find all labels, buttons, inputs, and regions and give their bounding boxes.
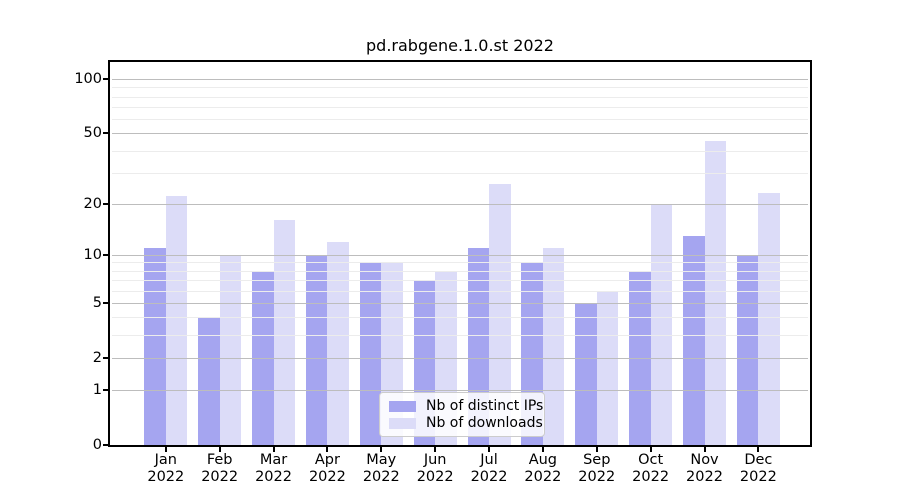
x-axis-tick-label-may: May 2022 [362,452,400,485]
x-axis-tick-apr [326,447,329,452]
major-gridline-50 [112,133,808,135]
bar-distinct-ips-feb [198,317,220,445]
x-axis-tick-jul [488,447,491,452]
x-axis-tick-label-feb: Feb 2022 [201,452,239,485]
minor-gridline-6 [112,290,808,292]
minor-gridline-80 [112,96,808,98]
bar-downloads-dec [758,192,780,445]
major-gridline-1 [112,390,808,392]
x-axis-tick-label-sep: Sep 2022 [578,452,616,485]
y-axis-tick-label-2: 2 [92,349,102,366]
legend-swatch-ips [389,401,416,412]
legend: Nb of distinct IPs Nb of downloads [379,392,545,437]
x-axis-tick-jun [434,447,437,452]
x-axis-tick-nov [703,447,706,452]
x-axis-tick-label-oct: Oct 2022 [632,452,670,485]
minor-gridline-3 [112,335,808,337]
y-axis-tick-label-20: 20 [83,195,102,212]
x-axis-tick-label-jun: Jun 2022 [416,452,454,485]
legend-swatch-downloads [389,418,416,429]
y-axis-tick-label-50: 50 [83,125,102,142]
bar-downloads-jan [165,196,188,445]
bar-downloads-aug [542,247,565,445]
x-axis-tick-feb [218,447,221,452]
minor-gridline-7 [112,280,808,282]
x-axis-tick-mar [272,447,275,452]
legend-item-distinct-ips: Nb of distinct IPs [389,398,543,415]
minor-gridline-8 [112,270,808,272]
y-axis-tick-20 [103,202,110,205]
y-axis-tick-2 [103,356,110,359]
minor-gridline-30 [112,172,808,174]
major-gridline-5 [112,302,808,304]
legend-item-downloads: Nb of downloads [389,415,543,432]
y-axis-tick-label-10: 10 [83,246,102,263]
x-axis-tick-dec [757,447,760,452]
bar-distinct-ips-apr [305,254,328,445]
major-gridline-100 [112,79,808,81]
major-gridline-2 [112,357,808,359]
y-axis-tick-1 [103,389,110,392]
bar-distinct-ips-jan [144,247,166,445]
x-axis-tick-label-aug: Aug 2022 [524,452,562,485]
y-axis-tick-10 [103,253,110,256]
bar-downloads-mar [273,220,296,445]
minor-gridline-4 [112,317,808,319]
bar-distinct-ips-may [359,262,382,445]
bar-downloads-oct [650,203,673,445]
x-axis-tick-label-nov: Nov 2022 [686,452,723,485]
y-axis-tick-5 [103,301,110,304]
x-axis-tick-label-jan: Jan 2022 [147,452,185,485]
bar-distinct-ips-sep [575,302,597,445]
minor-gridline-90 [112,87,808,89]
legend-label-ips: Nb of distinct IPs [426,398,544,414]
x-axis-tick-jan [164,447,167,452]
x-axis-tick-may [380,447,383,452]
major-gridline-20 [112,203,808,205]
x-axis-tick-label-apr: Apr 2022 [308,452,346,485]
y-axis-tick-label-100: 100 [74,71,102,88]
y-axis-tick-100 [103,78,110,81]
minor-gridline-60 [112,119,808,120]
minor-gridline-9 [112,262,808,264]
x-axis-tick-label-mar: Mar 2022 [255,452,292,485]
bar-downloads-sep [596,290,619,445]
y-axis-tick-label-1: 1 [92,382,102,399]
x-axis-tick-label-jul: Jul 2022 [470,452,508,485]
bar-downloads-feb [219,254,242,445]
y-axis-tick-label-0: 0 [92,437,102,453]
y-axis-tick-label-5: 5 [92,294,102,311]
x-axis-tick-sep [595,447,598,452]
bar-downloads-apr [327,241,349,445]
x-axis-tick-aug [541,447,544,452]
bar-downloads-jul [489,183,511,445]
y-axis-tick-0 [103,444,110,446]
bar-distinct-ips-dec [736,254,759,445]
bar-distinct-ips-nov [683,235,705,445]
legend-label-downloads: Nb of downloads [426,415,543,431]
bar-downloads-nov [704,141,726,445]
chart-title: pd.rabgene.1.0.st 2022 [366,36,554,55]
bar-distinct-ips-oct [629,270,651,445]
x-axis-tick-label-dec: Dec 2022 [739,452,777,485]
major-gridline-10 [112,254,808,256]
y-axis-tick-50 [103,132,110,135]
minor-gridline-40 [112,150,808,152]
minor-gridline-70 [112,106,808,108]
x-axis-tick-oct [649,447,652,452]
bar-distinct-ips-mar [252,270,274,445]
